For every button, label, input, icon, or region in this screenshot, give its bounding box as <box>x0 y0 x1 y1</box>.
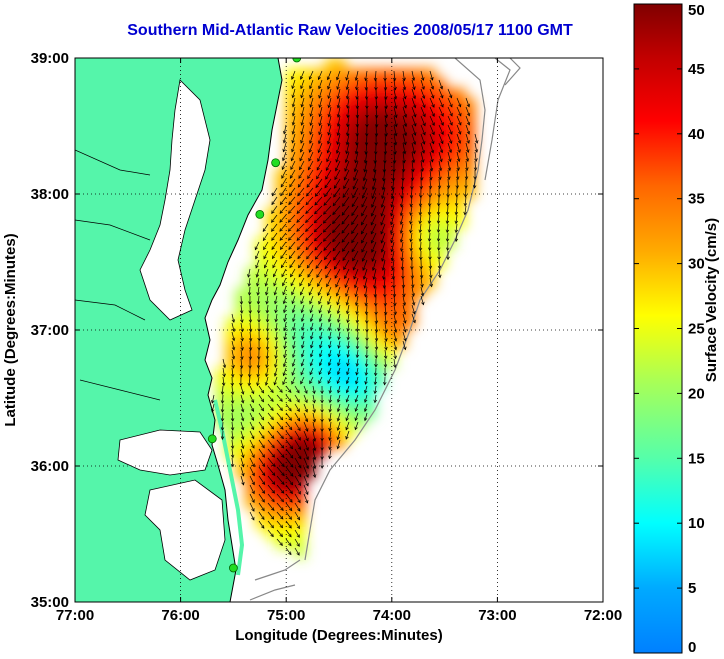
chart-title: Southern Mid-Atlantic Raw Velocities 200… <box>127 22 573 39</box>
x-axis-label: Longitude (Degrees:Minutes) <box>235 627 443 644</box>
colorbar-tick-label: 50 <box>688 2 705 19</box>
y-axis-label: Latitude (Degrees:Minutes) <box>2 233 19 426</box>
colorbar-tick-label: 25 <box>688 321 705 338</box>
colorbar-label: Surface Velocity (cm/s) <box>703 218 720 382</box>
bathymetry-contours <box>249 58 521 601</box>
y-tick-label: 38:00 <box>31 186 69 203</box>
colorbar <box>633 3 683 654</box>
x-tick-label: 74:00 <box>373 607 411 624</box>
y-tick-label: 35:00 <box>31 594 69 611</box>
x-tick-label: 77:00 <box>56 607 94 624</box>
colorbar-tick-label: 0 <box>688 639 696 656</box>
y-tick-label: 36:00 <box>31 458 69 475</box>
land-mass <box>75 58 283 602</box>
colorbar-ticks: 0 5 10 15 20 25 30 35 40 45 50 <box>634 2 705 656</box>
colorbar-tick-label: 45 <box>688 61 705 78</box>
station-marker <box>292 58 302 63</box>
station-marker <box>271 158 281 168</box>
x-tick-label: 73:00 <box>478 607 516 624</box>
x-axis-ticks: 77:00 76:00 75:00 74:00 73:00 72:00 <box>56 58 622 624</box>
colorbar-tick-label: 30 <box>688 256 705 273</box>
colorbar-tick-label: 20 <box>688 385 705 402</box>
grid-lines <box>75 58 603 602</box>
station-marker <box>207 434 217 444</box>
colorbar-tick-label: 40 <box>688 126 705 143</box>
velocity-vectors <box>211 70 479 556</box>
station-marker <box>255 209 265 219</box>
y-tick-label: 39:00 <box>31 50 69 67</box>
x-tick-label: 72:00 <box>584 607 622 624</box>
y-tick-label: 37:00 <box>31 322 69 339</box>
plot-area <box>75 58 603 602</box>
station-marker <box>228 563 238 573</box>
hf-radar-stations <box>207 58 302 573</box>
x-tick-label: 76:00 <box>161 607 199 624</box>
colorbar-tick-label: 15 <box>688 450 705 467</box>
x-tick-label: 75:00 <box>267 607 305 624</box>
y-axis-ticks: 39:00 38:00 37:00 36:00 35:00 <box>31 50 603 611</box>
colorbar-tick-label: 10 <box>688 515 705 532</box>
colorbar-tick-label: 5 <box>688 580 696 597</box>
colorbar-tick-label: 35 <box>688 191 705 208</box>
